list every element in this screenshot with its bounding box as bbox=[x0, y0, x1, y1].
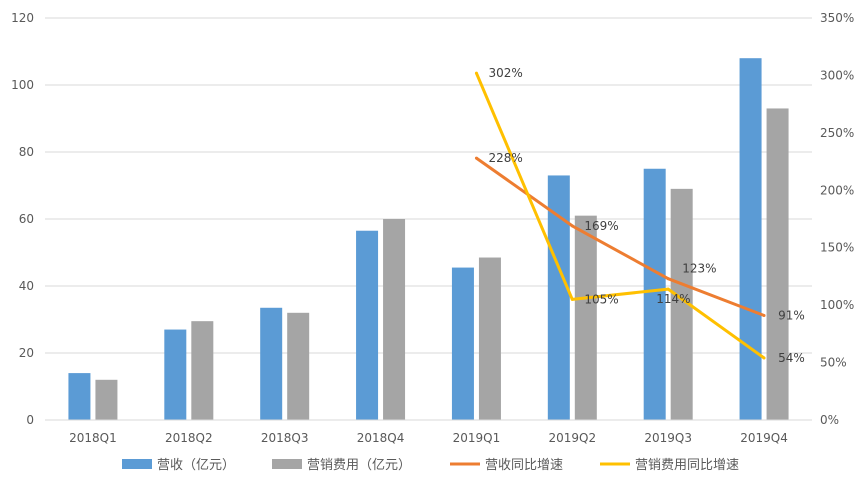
y-left-tick-label: 40 bbox=[19, 279, 34, 293]
y-right-tick-label: 200% bbox=[820, 183, 854, 197]
data-label: 228% bbox=[488, 151, 522, 165]
line-point bbox=[570, 224, 574, 228]
y-left-tick-label: 20 bbox=[19, 346, 34, 360]
x-axis: 2018Q1 2018Q2 2018Q3 2018Q4 2019Q1 2019Q2 2019… bbox=[45, 419, 812, 445]
line-point bbox=[570, 297, 574, 301]
bar bbox=[766, 108, 789, 420]
bar bbox=[383, 219, 406, 420]
bar bbox=[643, 168, 666, 420]
data-label: 105% bbox=[584, 292, 618, 306]
data-labels: 228% 169% 123% 91% 302% 105% 114% 54% bbox=[488, 66, 804, 365]
bar bbox=[287, 312, 310, 420]
legend: 营收（亿元） 营销费用（亿元） 营收同比增速 营销费用同比增速 bbox=[122, 458, 739, 473]
bar bbox=[547, 175, 570, 420]
gridlines bbox=[45, 17, 812, 354]
y-left-tick-label: 0 bbox=[26, 413, 34, 427]
data-label: 54% bbox=[778, 351, 805, 365]
x-tick-label: 2018Q2 bbox=[165, 431, 213, 445]
line-point bbox=[666, 287, 670, 291]
y-right-tick-label: 250% bbox=[820, 126, 854, 140]
y-axis-right: 0% 50% 100% 150% 200% 250% 300% 350% bbox=[820, 11, 854, 427]
y-axis-left: 0 20 40 60 80 100 120 bbox=[11, 11, 34, 427]
x-tick-label: 2018Q4 bbox=[357, 431, 405, 445]
x-tick-label: 2018Q3 bbox=[261, 431, 309, 445]
bar bbox=[670, 188, 693, 420]
y-left-tick-label: 120 bbox=[11, 11, 34, 25]
y-right-tick-label: 350% bbox=[820, 11, 854, 25]
bar bbox=[574, 215, 597, 420]
bar bbox=[739, 58, 762, 420]
bar bbox=[95, 379, 118, 420]
data-label: 123% bbox=[682, 262, 716, 276]
line-path bbox=[475, 72, 765, 360]
line-point bbox=[474, 156, 478, 160]
x-tick-label: 2018Q1 bbox=[69, 431, 117, 445]
legend-label: 营收（亿元） bbox=[157, 458, 235, 473]
x-tick-label: 2019Q3 bbox=[644, 431, 692, 445]
data-label: 91% bbox=[778, 308, 805, 322]
legend-label: 营销费用（亿元） bbox=[307, 458, 411, 473]
x-tick-label: 2019Q2 bbox=[549, 431, 597, 445]
legend-swatch bbox=[122, 459, 152, 469]
bar bbox=[451, 267, 474, 420]
bar bbox=[356, 230, 379, 420]
line-series bbox=[474, 71, 766, 360]
y-right-tick-label: 0% bbox=[820, 413, 839, 427]
y-right-tick-label: 150% bbox=[820, 241, 854, 255]
line-point bbox=[474, 71, 478, 75]
y-right-tick-label: 300% bbox=[820, 68, 854, 82]
x-tick-label: 2019Q4 bbox=[740, 431, 788, 445]
bar bbox=[478, 257, 501, 420]
bar bbox=[260, 307, 283, 420]
line-point bbox=[666, 277, 670, 281]
legend-label: 营销费用同比增速 bbox=[635, 458, 739, 473]
line-path bbox=[475, 156, 765, 317]
y-right-tick-label: 50% bbox=[820, 356, 847, 370]
data-label: 302% bbox=[488, 66, 522, 80]
line-point bbox=[762, 313, 766, 317]
y-left-tick-label: 60 bbox=[19, 212, 34, 226]
bar-series bbox=[68, 58, 789, 420]
bar bbox=[164, 329, 187, 420]
data-label: 114% bbox=[656, 292, 690, 306]
bar bbox=[68, 373, 91, 420]
legend-label: 营收同比增速 bbox=[485, 458, 563, 473]
legend-swatch bbox=[272, 459, 302, 469]
bar bbox=[191, 321, 214, 420]
data-label: 169% bbox=[584, 219, 618, 233]
y-left-tick-label: 100 bbox=[11, 78, 34, 92]
x-tick-label: 2019Q1 bbox=[453, 431, 501, 445]
y-left-tick-label: 80 bbox=[19, 145, 34, 159]
y-right-tick-label: 100% bbox=[820, 298, 854, 312]
line-point bbox=[762, 356, 766, 360]
